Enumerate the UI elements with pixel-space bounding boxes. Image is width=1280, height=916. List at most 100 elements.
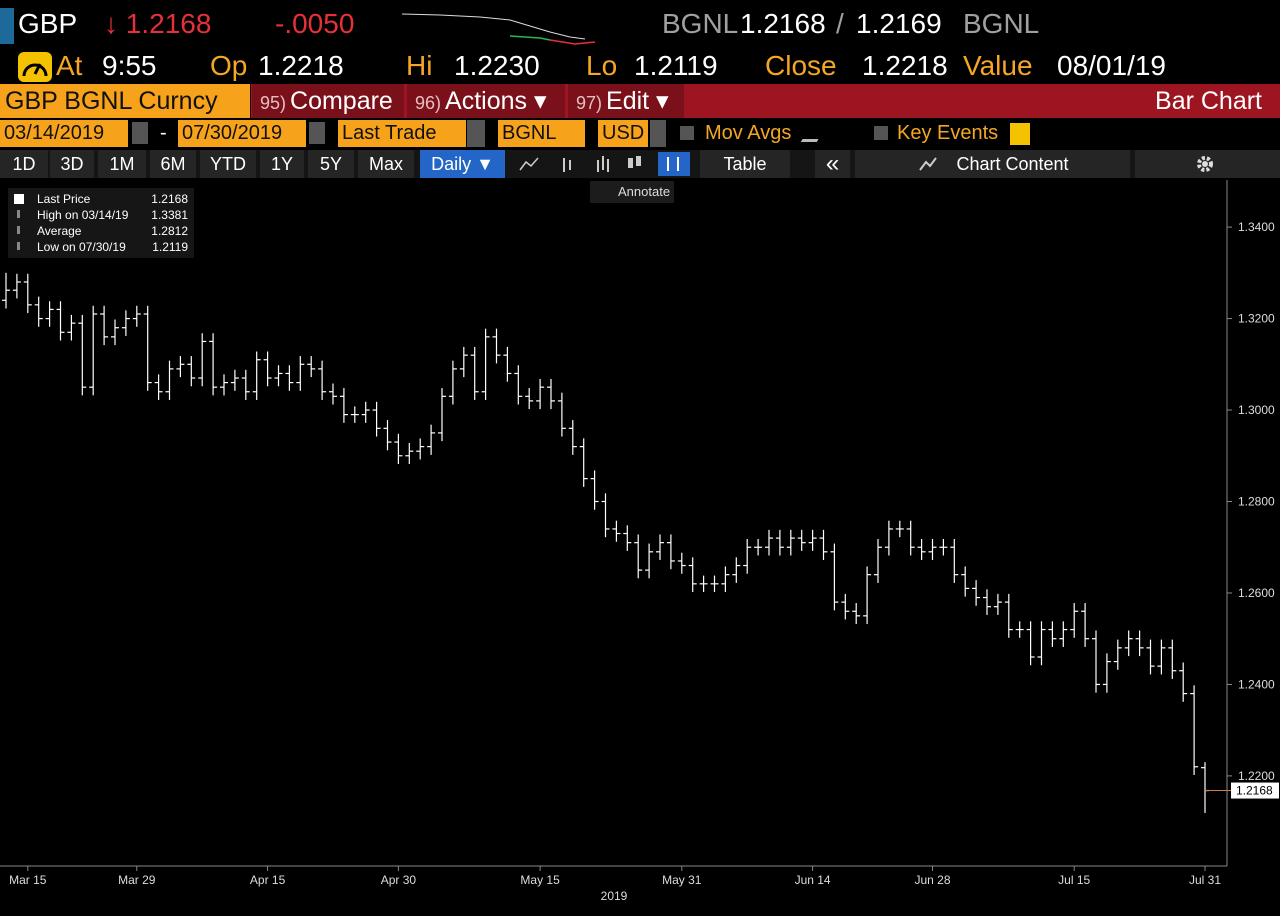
chart-content[interactable]: Chart Content: [855, 150, 1130, 178]
quote-value: 1.2218: [258, 50, 344, 81]
gear-icon[interactable]: [1196, 155, 1214, 173]
menu-label: Actions ▾: [445, 87, 547, 115]
dropdown[interactable]: [650, 120, 666, 147]
menu-number: 96): [415, 93, 442, 113]
x-tick-label: Mar 15: [9, 873, 47, 887]
pencil-icon[interactable]: [800, 124, 828, 142]
menu-label: Edit ▾: [606, 87, 669, 115]
table-button[interactable]: Table: [700, 150, 790, 178]
end-date[interactable]: 07/30/2019: [178, 120, 306, 147]
x-tick-label: Apr 15: [250, 873, 286, 887]
x-tick-label: May 15: [520, 873, 560, 887]
calendar-icon[interactable]: [132, 122, 148, 144]
legend-value: 1.3381: [151, 208, 188, 222]
x-tick-label: May 31: [662, 873, 702, 887]
source-select[interactable]: BGNL: [498, 120, 585, 147]
legend-symbol: [17, 226, 20, 234]
legend-name: High on 03/14/19: [37, 208, 129, 222]
y-tick-label: 1.3200: [1238, 312, 1275, 326]
y-tick-label: 1.2400: [1238, 677, 1275, 691]
speed-icon: [18, 52, 52, 82]
legend-symbol: [17, 210, 20, 218]
quote-value: 1.2218: [862, 50, 948, 81]
legend-symbol: [14, 194, 24, 204]
calendar-icon[interactable]: [309, 122, 325, 144]
sparkline: [401, 13, 596, 45]
ask: 1.2169: [856, 8, 942, 39]
legend-name: Average: [37, 224, 82, 238]
x-axis-label: 2019: [601, 889, 628, 903]
quote-label: At: [56, 50, 83, 81]
annotate-button[interactable]: Annotate: [590, 181, 674, 203]
legend-name: Low on 07/30/19: [37, 240, 126, 254]
legend: Last Price 1.2168 High on 03/14/19 1.3381 Av…: [8, 188, 194, 258]
quote-value: 9:55: [102, 50, 157, 81]
quote-value: 1.2119: [634, 50, 718, 81]
period-button[interactable]: 1Y: [260, 150, 304, 178]
key-events[interactable]: Key Events: [897, 122, 999, 144]
x-tick-label: Jun 14: [795, 873, 831, 887]
checkbox[interactable]: [680, 126, 694, 140]
x-tick-label: Apr 30: [381, 873, 417, 887]
quote-value: 08/01/19: [1057, 50, 1166, 81]
ask-source: BGNL: [963, 8, 1040, 39]
last-price-tag: [1231, 782, 1279, 799]
menu-button[interactable]: 97) Edit ▾: [568, 84, 684, 118]
collapse-button[interactable]: «: [815, 150, 850, 178]
period-button[interactable]: Max: [358, 150, 414, 178]
y-tick-label: 1.2600: [1238, 586, 1275, 600]
x-tick-label: Jun 28: [914, 873, 950, 887]
y-tick-label: 1.2200: [1238, 769, 1275, 783]
menu-button[interactable]: 95) Compare: [252, 84, 404, 118]
chart: 1.3400 1.3200 1.3000 1.2800 1.2600 1.2400 1.22…: [0, 180, 1279, 903]
ticker: GBP: [18, 8, 78, 39]
period-button[interactable]: 5Y: [308, 150, 354, 178]
quote-label: Hi: [406, 50, 433, 81]
menu-bar: [251, 84, 1280, 118]
dropdown[interactable]: [467, 120, 485, 147]
menu-button[interactable]: 96) Actions ▾: [407, 84, 565, 118]
quote-label: Close: [765, 50, 837, 81]
currency-select[interactable]: USD: [598, 120, 648, 147]
period-button[interactable]: 6M: [150, 150, 196, 178]
x-tick-label: Jul 15: [1058, 873, 1090, 887]
info-icon[interactable]: [1010, 123, 1030, 145]
last-price: ↓ 1.2168: [104, 8, 212, 39]
legend-box: [8, 188, 194, 258]
security-box[interactable]: GBP BGNL Curncy: [0, 84, 250, 118]
legend-symbol: [17, 242, 20, 250]
legend-value: 1.2168: [151, 192, 188, 206]
period-button[interactable]: 1M: [98, 150, 146, 178]
ticker-marker: [0, 8, 14, 44]
menu-number: 95): [260, 93, 287, 113]
legend-value: 1.2812: [151, 224, 188, 238]
quote-value: 1.2230: [454, 50, 540, 81]
chart-content-icon: [919, 157, 937, 171]
field-select[interactable]: Last Trade: [338, 120, 466, 147]
legend-name: Last Price: [37, 192, 91, 206]
start-date[interactable]: 03/14/2019: [0, 120, 128, 147]
y-tick-label: 1.3000: [1238, 403, 1275, 417]
menu-label: Compare: [290, 87, 393, 115]
y-tick-label: 1.2800: [1238, 495, 1275, 509]
period-button[interactable]: 1D: [0, 150, 48, 178]
function-title: Bar Chart: [1155, 87, 1262, 115]
period-button[interactable]: YTD: [200, 150, 256, 178]
net-change: -.0050: [275, 8, 355, 39]
x-tick-label: Mar 29: [118, 873, 156, 887]
frequency[interactable]: Daily ▼: [420, 150, 505, 178]
checkbox[interactable]: [874, 126, 888, 140]
last-price-tag-label: 1.2168: [1236, 784, 1273, 798]
chart-style-icons[interactable]: [510, 150, 695, 178]
mov-avgs[interactable]: Mov Avgs: [705, 122, 792, 144]
separator: /: [836, 8, 844, 39]
bid-source: BGNL: [662, 8, 739, 39]
period-button[interactable]: 3D: [50, 150, 94, 178]
quote-label: Lo: [586, 50, 618, 81]
legend-value: 1.2119: [152, 240, 188, 254]
x-tick-label: Jul 31: [1189, 873, 1221, 887]
y-tick-label: 1.3400: [1238, 220, 1275, 234]
bid: 1.2168: [740, 8, 826, 39]
quote-label: Value: [963, 50, 1033, 81]
